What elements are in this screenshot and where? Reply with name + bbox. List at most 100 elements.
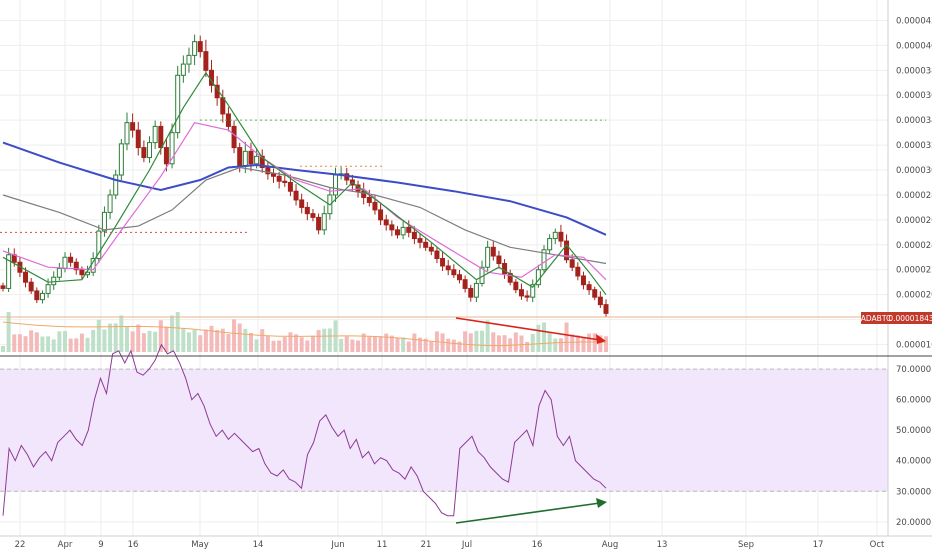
candle-body (107, 194, 113, 213)
candle-body (518, 289, 524, 297)
volume-bar (215, 330, 220, 352)
candle-body (73, 261, 79, 271)
volume-bar (604, 336, 608, 352)
volume-bar (384, 333, 389, 352)
volume-bar (294, 334, 299, 352)
candle-body (259, 155, 265, 169)
candle-body (451, 269, 457, 276)
candle-body (197, 41, 203, 53)
candle-body (603, 304, 609, 314)
volume-bar (339, 338, 344, 352)
bullish-arrow-head (596, 498, 607, 508)
price-tick-label: 0.00002200 (896, 266, 932, 276)
price-tick-label: 0.00001600 (896, 341, 932, 351)
volume-bar (558, 338, 563, 352)
volume-bar (181, 328, 186, 352)
candle-body (372, 201, 378, 211)
volume-bar (542, 322, 547, 352)
volume-bar (530, 334, 535, 352)
candle-body (152, 125, 158, 144)
candle-body (485, 246, 491, 268)
candle-body (423, 241, 429, 248)
candle-body (147, 142, 153, 159)
candle-body (231, 125, 237, 149)
volume-bar (164, 326, 169, 352)
candle-body (490, 246, 496, 257)
volume-bar (271, 340, 276, 352)
volume-bar (372, 336, 377, 352)
volume-bar (153, 331, 158, 352)
candle-body (124, 122, 130, 145)
candle-body (56, 267, 62, 278)
volume-bar (17, 334, 22, 352)
volume-bar (248, 333, 253, 352)
volume-bar (282, 336, 287, 352)
time-tick-label: May (191, 540, 209, 550)
candle-body (28, 281, 34, 292)
candle-body (304, 206, 310, 215)
candle-body (378, 209, 384, 221)
candle-body (23, 271, 29, 283)
volume-bar (547, 332, 552, 352)
volume-bar (175, 312, 180, 352)
volume-bar (429, 341, 434, 352)
candle-body (118, 143, 124, 176)
volume-bar (480, 330, 485, 352)
candle-body (394, 229, 400, 236)
volume-bar (519, 335, 524, 352)
time-tick-label: 16 (532, 540, 543, 550)
candle-body (434, 250, 440, 260)
time-tick-label: 11 (377, 540, 388, 550)
time-tick-label: Oct (870, 540, 885, 550)
volume-bar (446, 338, 451, 352)
volume-bar (203, 329, 208, 352)
volume-bar (192, 329, 197, 352)
volume-bars (1, 312, 608, 352)
candle-body (502, 263, 508, 274)
volume-bar (299, 337, 304, 352)
volume-bar (62, 331, 67, 352)
candle-body (586, 284, 592, 291)
candle-body (445, 265, 451, 271)
rsi-tick-label: 50.0000 (896, 426, 931, 436)
volume-bar (108, 323, 113, 352)
volume-bar (119, 315, 124, 352)
volume-bar (491, 332, 496, 352)
candle-body (180, 63, 186, 76)
candle-body (282, 180, 288, 183)
volume-bar (147, 330, 152, 352)
candle-body (113, 174, 119, 196)
annotations (0, 119, 888, 524)
volume-bar (85, 337, 90, 352)
candle-body (569, 259, 575, 268)
volume-bar (232, 319, 237, 352)
time-tick-label: 17 (813, 540, 824, 550)
volume-bar (305, 340, 310, 352)
rsi-band-fill (0, 369, 888, 492)
candle-body (141, 147, 147, 159)
time-tick-label: 14 (253, 540, 264, 550)
time-tick-label: Apr (58, 540, 73, 550)
candle-body (242, 150, 248, 167)
candle-body (101, 211, 107, 232)
candle-body (389, 224, 395, 231)
candle-body (473, 282, 479, 298)
volume-bar (141, 333, 146, 352)
volume-bar (463, 331, 468, 352)
candle-body (547, 238, 553, 251)
volume-bar (226, 334, 231, 352)
candle-body (6, 254, 12, 289)
price-tag (891, 312, 932, 324)
time-tick-label: 21 (421, 540, 432, 550)
candle-body (169, 132, 175, 165)
candle-body (186, 54, 192, 65)
volume-bar (34, 332, 39, 352)
time-tick-label: 13 (657, 540, 668, 550)
candle-body (135, 129, 141, 149)
rsi-line (2, 343, 607, 517)
candle-body (496, 255, 502, 265)
volume-bar (209, 325, 214, 352)
volume-bar (457, 341, 462, 352)
volume-bar (367, 336, 372, 352)
